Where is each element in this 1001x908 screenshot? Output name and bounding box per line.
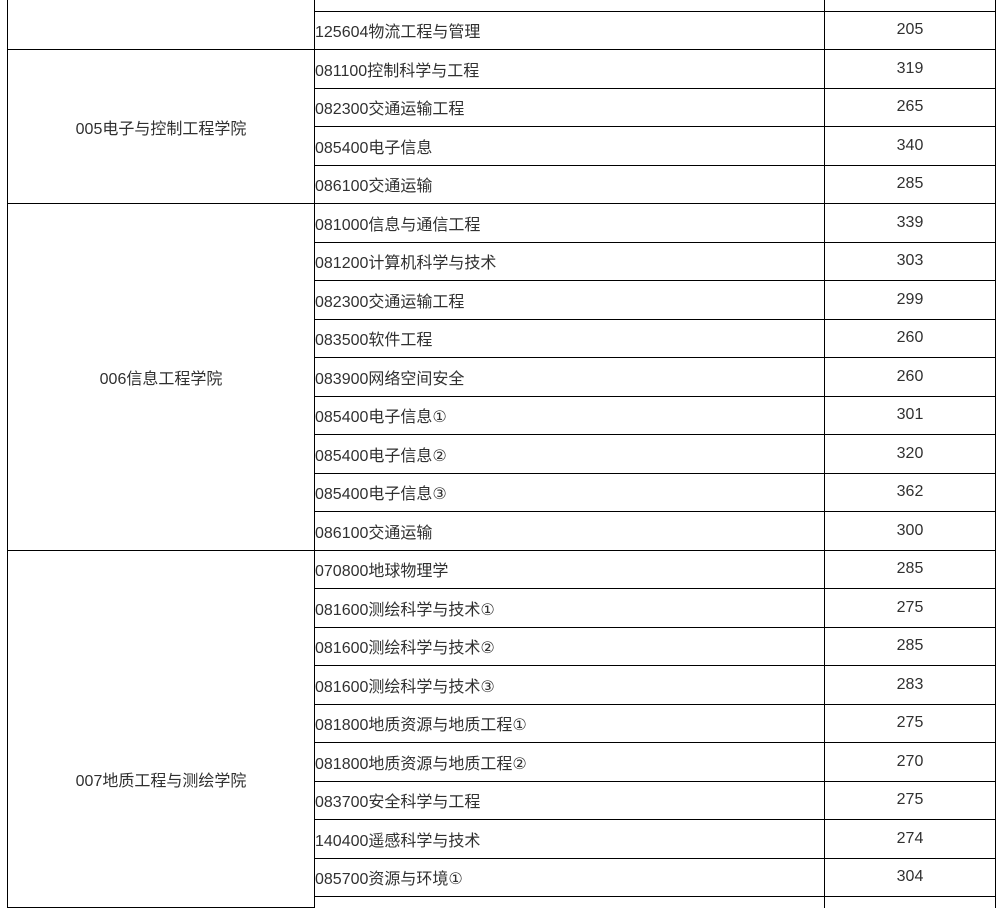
college-cell (7, 0, 315, 50)
score-cell: 301 (824, 395, 996, 435)
score-cell: 205 (824, 10, 996, 50)
table-row: 085400电子信息① 301 (8, 395, 996, 435)
score-cell: 319 (824, 49, 996, 89)
admission-scores-table: 125604物流工程与管理 205 005电子与控制工程学院 081100控制科学与工… (7, 0, 996, 908)
major-cell: 082300交通运输工程 (314, 280, 825, 320)
table-row: 085400电子信息② 320 (8, 434, 996, 474)
major-cell: 125604物流工程与管理 (314, 10, 825, 50)
score-cell: 339 (824, 203, 996, 243)
score-cell: 275 (824, 703, 996, 743)
major-cell: 081100控制科学与工程 (314, 49, 825, 89)
table-row: 081600测绘科学与技术② 285 (8, 626, 996, 666)
table-row: 083900网络空间安全 260 (8, 357, 996, 397)
major-cell: 085700资源与环境① (314, 857, 825, 897)
score-cell: 285 (824, 164, 996, 204)
table-row: 005电子与控制工程学院 081100控制科学与工程 319 (7, 49, 996, 204)
score-cell: 362 (824, 472, 996, 512)
score-cell: 274 (824, 819, 996, 859)
major-cell: 085400电子信息 (314, 126, 825, 166)
major-cell: 085400电子信息② (314, 434, 825, 474)
table-row: 081200计算机科学与技术 303 (8, 241, 996, 281)
table-row: 081600测绘科学与技术① 275 (8, 588, 996, 628)
score-cell: 270 (824, 742, 996, 782)
major-cell: 082300交通运输工程 (314, 87, 825, 127)
table-row: 082300交通运输工程 265 (8, 87, 996, 127)
score-cell: 260 (824, 357, 996, 397)
major-cell: 083900网络空间安全 (314, 357, 825, 397)
table-row: 085400电子信息③ 362 (8, 472, 996, 512)
score-cell: 300 (824, 511, 996, 551)
table-row: 081800地质资源与地质工程② 270 (8, 742, 996, 782)
major-cell: 081800地质资源与地质工程② (314, 742, 825, 782)
college-cell: 007地质工程与测绘学院 (7, 549, 315, 908)
scores-table-body: 125604物流工程与管理 205 005电子与控制工程学院 081100控制科学与工… (7, 0, 996, 908)
major-cell: 081600测绘科学与技术③ (314, 665, 825, 705)
score-cell: 299 (824, 280, 996, 320)
score-cell: 260 (824, 318, 996, 358)
score-cell: 285 (824, 549, 996, 589)
score-cell: 275 (824, 588, 996, 628)
score-cell (824, 896, 996, 908)
table-row: 007地质工程与测绘学院 070800地球物理学 285 (7, 549, 996, 908)
score-cell: 283 (824, 665, 996, 705)
score-cell (824, 0, 996, 12)
table-row: 082300交通运输工程 299 (8, 280, 996, 320)
major-cell: 083700安全科学与工程 (314, 780, 825, 820)
major-cell: 081200计算机科学与技术 (314, 241, 825, 281)
table-row: 081600测绘科学与技术③ 283 (8, 665, 996, 705)
table-row: 085700资源与环境① 304 (8, 857, 996, 897)
table-row: 083700安全科学与工程 275 (8, 780, 996, 820)
college-cell: 006信息工程学院 (7, 203, 315, 551)
major-cell: 140400遥感科学与技术 (314, 819, 825, 859)
score-cell: 265 (824, 87, 996, 127)
score-cell: 275 (824, 780, 996, 820)
table-row (7, 0, 996, 50)
major-cell (314, 0, 825, 12)
major-cell: 086100交通运输 (314, 511, 825, 551)
major-cell: 070800地球物理学 (314, 549, 825, 589)
major-cell: 081600测绘科学与技术① (314, 588, 825, 628)
score-cell: 320 (824, 434, 996, 474)
major-cell: 083500软件工程 (314, 318, 825, 358)
table-row: 086100交通运输 285 (8, 164, 996, 204)
score-cell: 285 (824, 626, 996, 666)
major-cell: 081000信息与通信工程 (314, 203, 825, 243)
major-cell: 081600测绘科学与技术② (314, 626, 825, 666)
major-cell (314, 896, 825, 908)
score-cell: 303 (824, 241, 996, 281)
table-row: 081800地质资源与地质工程① 275 (8, 703, 996, 743)
major-cell: 085400电子信息③ (314, 472, 825, 512)
major-cell: 081800地质资源与地质工程① (314, 703, 825, 743)
table-row: 083500软件工程 260 (8, 318, 996, 358)
major-cell: 085400电子信息① (314, 395, 825, 435)
college-cell: 005电子与控制工程学院 (7, 49, 315, 204)
score-cell: 304 (824, 857, 996, 897)
score-cell: 340 (824, 126, 996, 166)
table-row: 006信息工程学院 081000信息与通信工程 339 (7, 203, 996, 551)
major-cell: 086100交通运输 (314, 164, 825, 204)
